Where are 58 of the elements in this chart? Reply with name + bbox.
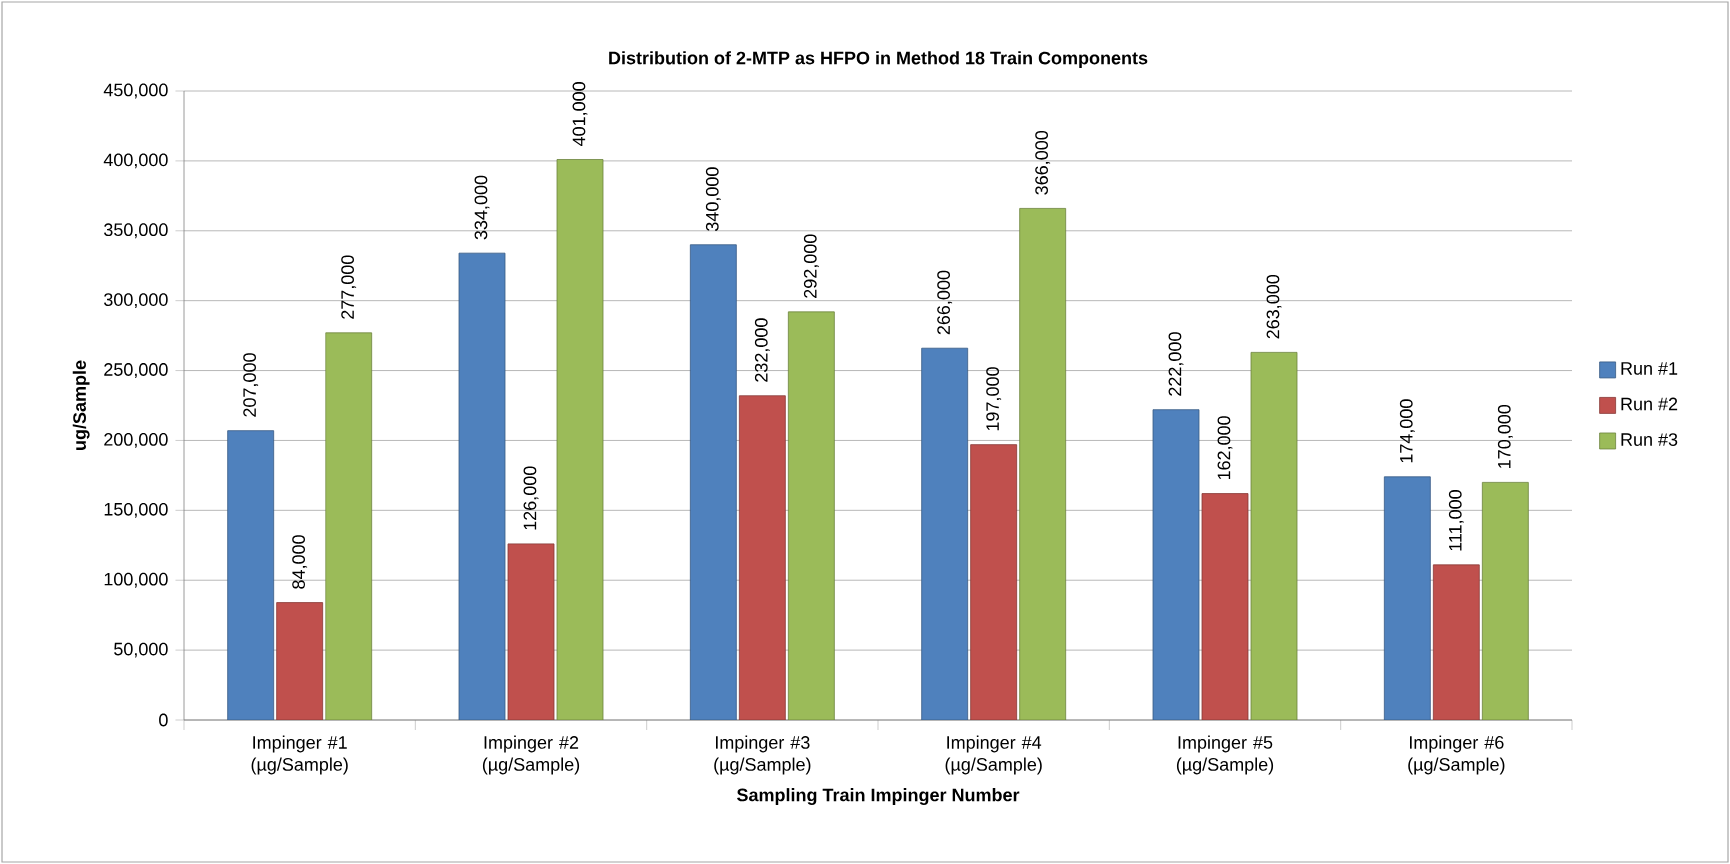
y-tick-label: 250,000 <box>104 363 168 378</box>
x-tick-label: Impinger #2 (µg/Sample) <box>482 735 580 775</box>
bar <box>276 602 324 720</box>
data-label: 266,000 <box>937 270 953 335</box>
y-tick-label: 450,000 <box>103 83 168 99</box>
bar <box>1152 409 1200 720</box>
data-label: 197,000 <box>986 367 1002 431</box>
bar <box>1481 481 1529 720</box>
data-label: 334,000 <box>474 175 490 240</box>
bar <box>1383 476 1431 720</box>
data-label: 263,000 <box>1266 274 1282 339</box>
data-label: 170,000 <box>1497 404 1513 468</box>
data-label: 340,000 <box>705 167 721 231</box>
bar <box>556 159 604 720</box>
data-label: 277,000 <box>341 255 357 319</box>
chart-title: Distribution of 2-MTP as HFPO in Method 18 Train Components <box>609 51 1148 68</box>
x-tick-label: Impinger #1 (µg/Sample) <box>251 735 348 775</box>
data-label: 111,000 <box>1448 490 1464 551</box>
legend-label: Run #3 <box>1621 433 1678 446</box>
y-tick-label: 100,000 <box>104 572 168 588</box>
data-label: 401,000 <box>572 82 588 147</box>
x-tick-label: Impinger #6 (µg/Sample) <box>1408 735 1505 775</box>
data-label: 366,000 <box>1035 130 1051 195</box>
data-label: 207,000 <box>243 353 259 417</box>
data-label: 292,000 <box>803 234 819 298</box>
bar <box>458 252 506 720</box>
bar <box>325 332 373 720</box>
y-tick-label: 150,000 <box>104 502 168 518</box>
y-tick-label: 300,000 <box>104 293 168 309</box>
y-tick-label: 400,000 <box>103 153 168 169</box>
bar <box>1019 208 1067 720</box>
bar <box>921 347 969 720</box>
y-axis-title: ug/Sample <box>72 360 90 450</box>
data-label: 174,000 <box>1399 399 1415 463</box>
bar <box>1250 351 1298 720</box>
bar <box>507 543 555 720</box>
data-label: 84,000 <box>292 535 308 589</box>
bar <box>689 244 737 720</box>
bar <box>787 311 835 720</box>
y-tick-label: 200,000 <box>104 433 168 448</box>
bar <box>1432 564 1480 720</box>
x-tick-label: Impinger #4 (µg/Sample) <box>945 735 1042 775</box>
data-label: 222,000 <box>1168 332 1184 396</box>
bar <box>1201 493 1249 720</box>
x-tick-label: Impinger #3 (µg/Sample) <box>714 735 811 775</box>
bar <box>970 444 1018 720</box>
y-tick-label: 50,000 <box>114 642 168 658</box>
y-tick-label: 350,000 <box>104 223 168 239</box>
x-tick-label: Impinger #5 (µg/Sample) <box>1176 735 1274 775</box>
y-tick-label: 0 <box>159 713 168 727</box>
x-axis-title: Sampling Train Impinger Number <box>737 788 1020 805</box>
legend-label: Run #2 <box>1621 397 1678 411</box>
legend-label: Run #1 <box>1621 362 1678 375</box>
data-label: 232,000 <box>754 318 770 382</box>
bar <box>738 395 786 720</box>
data-label: 126,000 <box>523 466 539 530</box>
data-label: 162,000 <box>1217 416 1233 480</box>
bar <box>227 430 275 720</box>
